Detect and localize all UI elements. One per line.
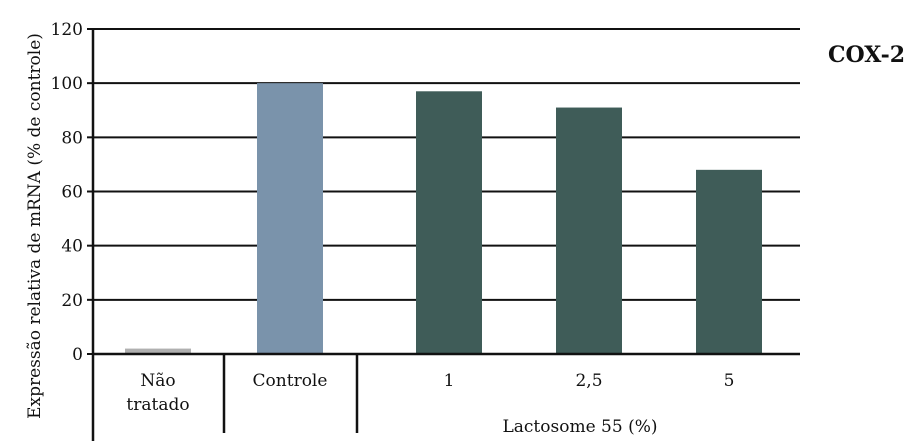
- y-axis-label: Expressão relativa de mRNA (% de control…: [25, 33, 45, 419]
- y-tick-label: 0: [72, 345, 83, 365]
- group-label: Lactosome 55 (%): [502, 417, 657, 437]
- y-tick-label: 120: [51, 20, 83, 40]
- y-tick-label: 20: [61, 291, 83, 311]
- bar: [125, 348, 191, 354]
- y-tick-label: 60: [61, 183, 83, 203]
- panel-label: COX-2: [828, 42, 905, 68]
- axes: [91, 29, 800, 441]
- category-label: 2,5: [575, 371, 602, 391]
- category-label: 1: [444, 371, 455, 391]
- y-tick-label: 80: [61, 128, 83, 148]
- y-tick-labels: 0 20 40 60 80 100 120: [51, 20, 83, 365]
- bar: [696, 169, 762, 354]
- y-tick-label: 40: [61, 237, 83, 257]
- y-tick-label: 100: [51, 74, 83, 94]
- category-labels: Não tratado Controle 1 2,5 5: [126, 371, 734, 415]
- bar: [416, 91, 482, 355]
- bar: [556, 107, 622, 355]
- category-label: Controle: [253, 371, 328, 391]
- bars: [125, 83, 762, 355]
- category-label: 5: [724, 371, 735, 391]
- category-label: Não tratado: [126, 371, 189, 415]
- bar: [257, 83, 323, 355]
